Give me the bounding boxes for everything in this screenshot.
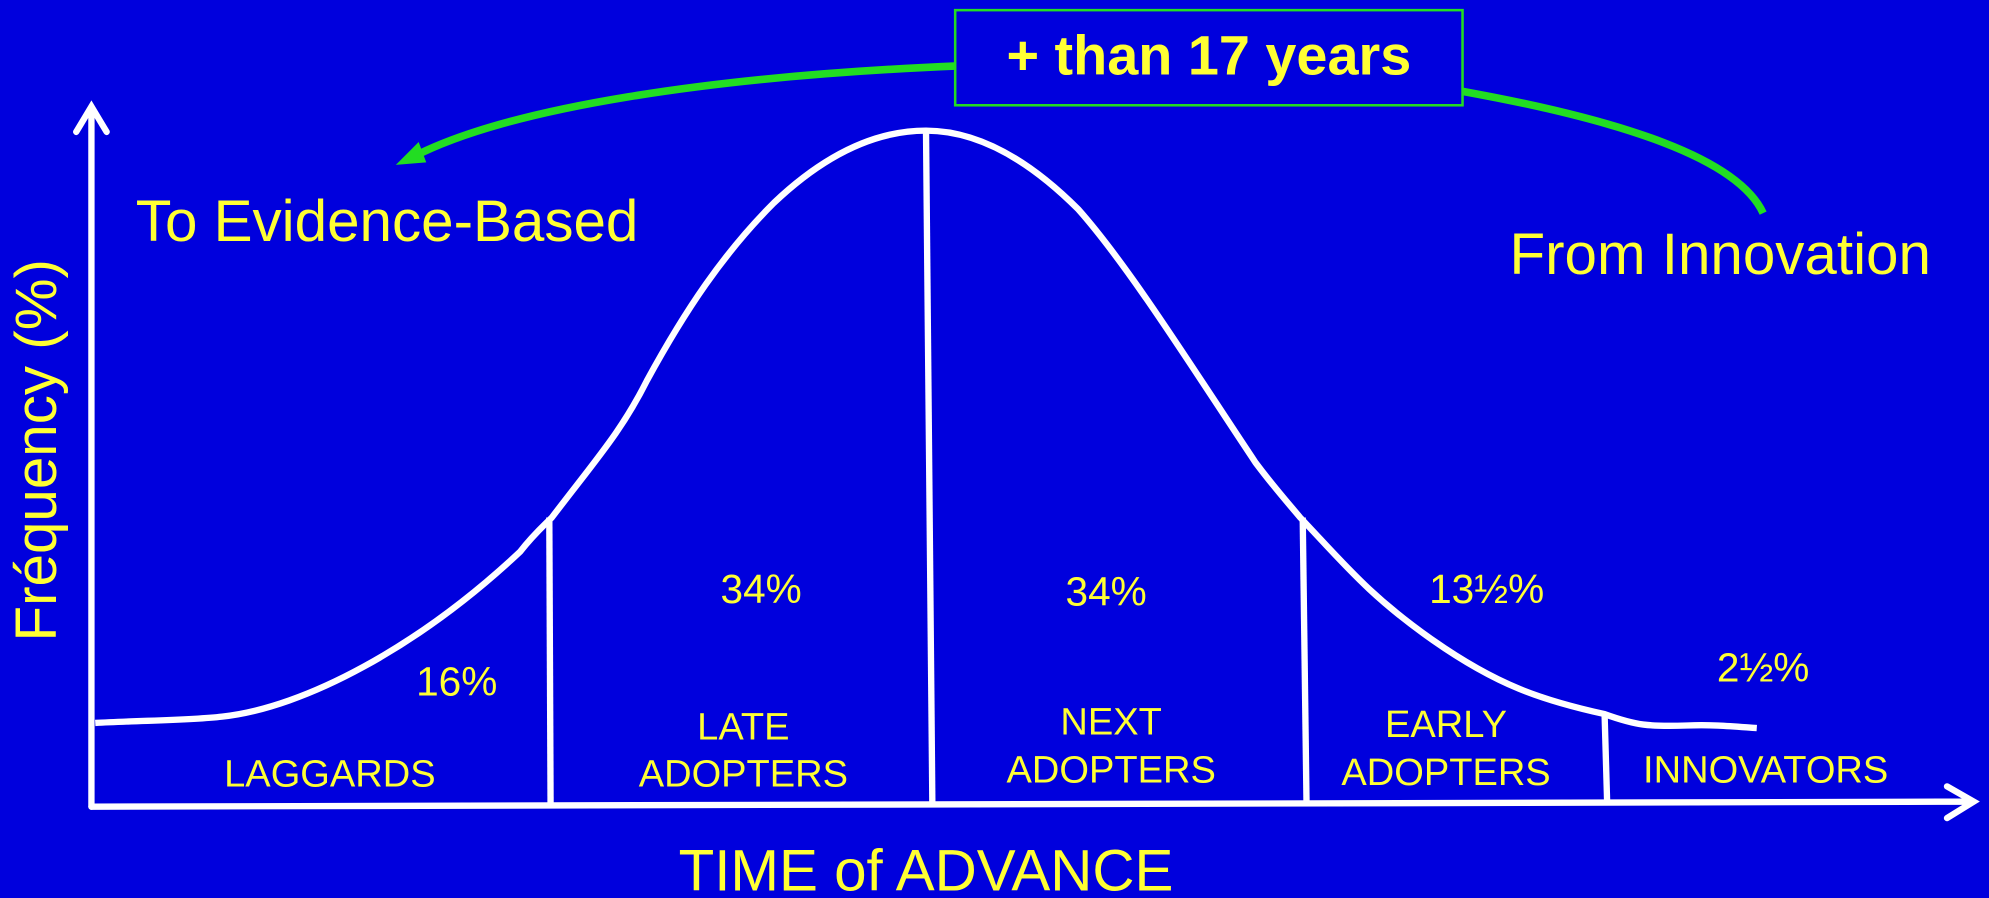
divider xyxy=(1299,517,1310,803)
x-axis-label: TIME of ADVANCE xyxy=(679,839,1174,898)
segment-percent: 16% xyxy=(416,659,497,705)
segment-label: LATE xyxy=(697,706,789,748)
divider xyxy=(546,517,554,806)
arrowhead xyxy=(395,142,427,165)
segment-label: ADOPTERS xyxy=(1341,752,1550,794)
banner-box xyxy=(953,8,1464,107)
right-label: From Innovation xyxy=(1509,222,1930,287)
segment-label: EARLY xyxy=(1385,704,1507,746)
dividers xyxy=(546,130,1611,806)
x-axis xyxy=(88,783,1980,822)
segment-percent: 34% xyxy=(721,566,802,612)
arrow-right xyxy=(1461,87,1767,215)
divider xyxy=(1601,713,1611,802)
y-axis xyxy=(73,100,110,810)
segment-percent: 2½% xyxy=(1717,645,1810,691)
left-label: To Evidence-Based xyxy=(136,189,639,254)
y-axis-label: Fréquency (%) xyxy=(4,259,69,642)
arrow-left xyxy=(410,62,958,161)
segment-label: ADOPTERS xyxy=(639,753,848,795)
segment-label: INNOVATORS xyxy=(1643,749,1888,791)
segment-label: NEXT xyxy=(1060,701,1161,743)
banner: + than 17 years xyxy=(1006,23,1411,86)
bell-curve xyxy=(95,127,1757,732)
segment-label: LAGGARDS xyxy=(224,753,435,795)
segment-percent: 13½% xyxy=(1429,566,1544,612)
segment-label: ADOPTERS xyxy=(1007,749,1216,791)
divider xyxy=(922,130,936,805)
segment-percent: 34% xyxy=(1066,569,1147,615)
time-arrow xyxy=(410,62,1767,215)
axes xyxy=(73,100,1980,822)
